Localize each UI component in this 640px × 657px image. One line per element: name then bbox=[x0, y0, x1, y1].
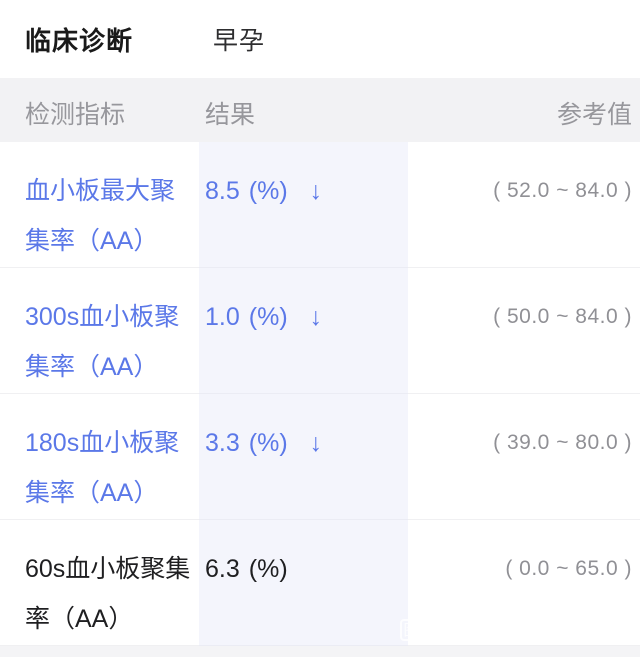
reference-cell: ( 50.0 ~ 84.0 ) bbox=[493, 305, 632, 328]
result-unit: (%) bbox=[248, 303, 288, 331]
result-value: 1.0 bbox=[205, 303, 240, 331]
diagnosis-label: 临床诊断 bbox=[25, 25, 134, 56]
indicator-cell: 血小板最大聚集率（AA） bbox=[25, 177, 176, 255]
diagnosis-value: 早孕 bbox=[213, 27, 266, 55]
result-cell: 3.3 (%) ↓ bbox=[205, 418, 493, 468]
indicator-cell: 60s血小板聚集率（AA） bbox=[25, 555, 191, 633]
table-row: 60s血小板聚集率（AA） 6.3 (%) ( 0.0 ~ 65.0 ) bbox=[0, 520, 640, 646]
result-value: 6.3 bbox=[205, 555, 240, 583]
table-header: 检测指标 结果 参考值 bbox=[0, 78, 640, 142]
result-cell: 6.3 (%) bbox=[205, 544, 505, 594]
result-unit: (%) bbox=[248, 177, 288, 205]
reference-cell: ( 52.0 ~ 84.0 ) bbox=[493, 179, 632, 202]
column-header-result: 结果 bbox=[205, 101, 256, 129]
indicator-cell: 300s血小板聚集率（AA） bbox=[25, 303, 180, 381]
result-cell: 8.5 (%) ↓ bbox=[205, 166, 493, 216]
result-value: 3.3 bbox=[205, 429, 240, 457]
indicator-cell: 180s血小板聚集率（AA） bbox=[25, 429, 180, 507]
down-arrow-icon: ↓ bbox=[309, 303, 323, 331]
column-header-reference: 参考值 bbox=[556, 101, 632, 129]
table-row: 血小板最大聚集率（AA） 8.5 (%) ↓ ( 52.0 ~ 84.0 ) bbox=[0, 142, 640, 268]
result-unit: (%) bbox=[248, 555, 288, 583]
down-arrow-icon: ↓ bbox=[309, 429, 323, 457]
reference-cell: ( 39.0 ~ 80.0 ) bbox=[493, 431, 632, 454]
column-header-indicator: 检测指标 bbox=[25, 101, 126, 129]
reference-cell: ( 0.0 ~ 65.0 ) bbox=[505, 557, 632, 580]
down-arrow-icon: ↓ bbox=[309, 177, 323, 205]
result-value: 8.5 bbox=[205, 177, 240, 205]
diagnosis-bar: 临床诊断 早孕 bbox=[0, 0, 640, 78]
table-body: 血小板最大聚集率（AA） 8.5 (%) ↓ ( 52.0 ~ 84.0 ) 300… bbox=[0, 142, 640, 646]
result-unit: (%) bbox=[248, 429, 288, 457]
next-section-edge bbox=[0, 646, 640, 657]
table-row: 300s血小板聚集率（AA） 1.0 (%) ↓ ( 50.0 ~ 84.0 ) bbox=[0, 268, 640, 394]
table-row: 180s血小板聚集率（AA） 3.3 (%) ↓ ( 39.0 ~ 80.0 ) bbox=[0, 394, 640, 520]
result-cell: 1.0 (%) ↓ bbox=[205, 292, 493, 342]
